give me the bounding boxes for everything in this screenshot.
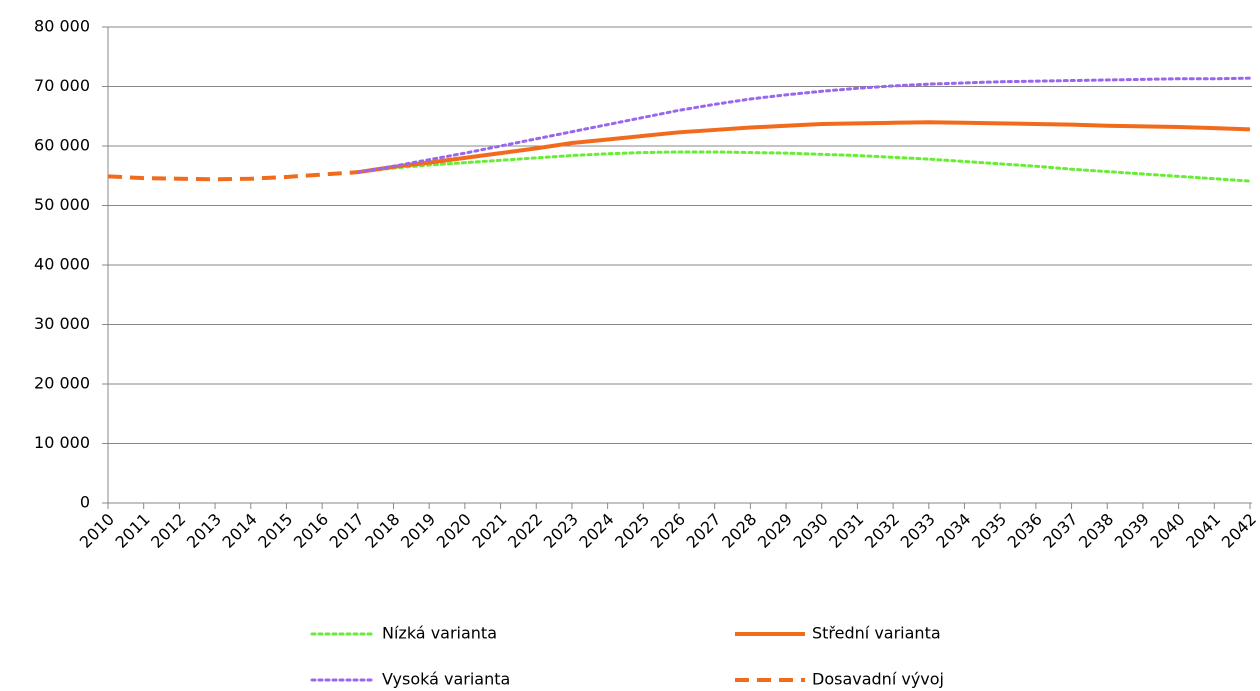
legend-label: Dosavadní vývoj [812, 670, 944, 689]
x-tick-label: 2036 [1004, 510, 1046, 552]
x-tick-label: 2024 [575, 510, 617, 552]
legend-label: Vysoká varianta [382, 670, 510, 689]
x-tick-label: 2020 [433, 510, 475, 552]
x-tick-label: 2041 [1182, 510, 1224, 552]
x-tick-label: 2019 [397, 510, 439, 552]
y-tick-label: 0 [80, 493, 90, 512]
x-tick-label: 2012 [147, 510, 189, 552]
x-tick-label: 2040 [1146, 510, 1188, 552]
series-line [107, 170, 358, 182]
x-tick-label: 2028 [718, 510, 760, 552]
series-line [356, 150, 1252, 183]
x-tick-label: 2017 [326, 510, 368, 552]
series-line [357, 120, 1251, 175]
x-tick-label: 2015 [254, 510, 296, 552]
y-tick-label: 20 000 [34, 374, 90, 393]
x-tick-label: 2035 [968, 510, 1010, 552]
x-tick-label: 2018 [361, 510, 403, 552]
x-tick-label: 2039 [1111, 510, 1153, 552]
x-tick-label: 2011 [111, 510, 153, 552]
legend-label: Nízká varianta [382, 624, 497, 643]
x-tick-label: 2026 [647, 510, 689, 552]
x-tick-label: 2021 [468, 510, 510, 552]
x-tick-label: 2025 [611, 510, 653, 552]
legend-label: Střední varianta [812, 624, 941, 643]
x-tick-label: 2034 [932, 510, 974, 552]
y-tick-label: 60 000 [34, 136, 90, 155]
x-tick-label: 2037 [1039, 510, 1081, 552]
x-tick-label: 2038 [1075, 510, 1117, 552]
x-tick-label: 2013 [183, 510, 225, 552]
x-tick-label: 2016 [290, 510, 332, 552]
y-tick-label: 10 000 [34, 433, 90, 452]
x-tick-label: 2031 [825, 510, 867, 552]
x-tick-label: 2010 [76, 510, 118, 552]
x-tick-label: 2022 [504, 510, 546, 552]
x-tick-label: 2032 [861, 510, 903, 552]
y-tick-label: 50 000 [34, 195, 90, 214]
series-line [356, 76, 1252, 174]
y-tick-label: 70 000 [34, 76, 90, 95]
x-tick-label: 2014 [219, 510, 261, 552]
y-tick-label: 30 000 [34, 314, 90, 333]
x-tick-label: 2042 [1218, 510, 1260, 552]
y-tick-label: 80 000 [34, 17, 90, 36]
y-tick-label: 40 000 [34, 255, 90, 274]
x-tick-label: 2023 [540, 510, 582, 552]
x-tick-label: 2030 [790, 510, 832, 552]
x-tick-label: 2029 [754, 510, 796, 552]
x-tick-label: 2027 [682, 510, 724, 552]
x-tick-label: 2033 [897, 510, 939, 552]
